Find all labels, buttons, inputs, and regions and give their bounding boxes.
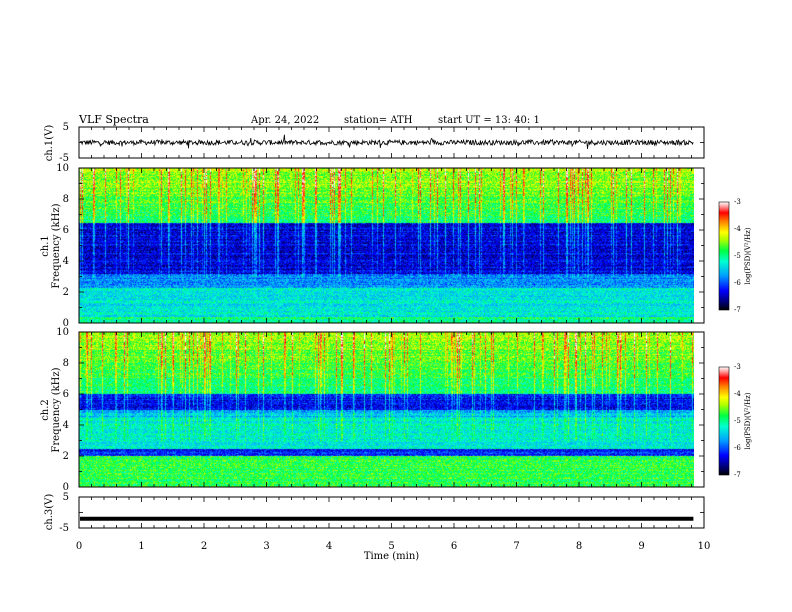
spec2-ylabel: Frequency (kHz) — [51, 367, 62, 452]
ch2-spectrogram-image — [79, 332, 694, 487]
axis-ticks — [78, 126, 705, 529]
xtick-0: 0 — [76, 541, 82, 552]
xtick-6: 6 — [451, 541, 457, 552]
xtick-9: 9 — [638, 541, 644, 552]
spec2-channel-label: ch.2 — [40, 399, 51, 421]
xtick-8: 8 — [576, 541, 582, 552]
spec1-ylabel: Frequency (kHz) — [51, 203, 62, 288]
colorbar-2-tick-m4: -4 — [734, 390, 741, 398]
ch3-ytick-bottom: -5 — [59, 523, 69, 534]
figure-title: VLF Spectra — [78, 113, 149, 126]
station-label: station= ATH — [344, 115, 413, 126]
ch3-waveform-ylabel: ch.3(V) — [44, 494, 55, 531]
spec1-ytick-4: 4 — [63, 256, 69, 267]
xtick-7: 7 — [513, 541, 519, 552]
colorbar-2-label: log(PSD)(V²/Hz) — [744, 392, 752, 449]
ch1-ytick-bottom: -5 — [59, 153, 69, 164]
colorbar-1-tick-m6: -6 — [734, 279, 741, 287]
spec1-channel-label: ch.1 — [40, 235, 51, 257]
xtick-5: 5 — [388, 541, 394, 552]
spec1-ytick-8: 8 — [63, 194, 69, 205]
date-label: Apr. 24, 2022 — [250, 115, 319, 126]
spec2-ytick-10: 10 — [56, 327, 69, 338]
spec2-ytick-0: 0 — [63, 482, 69, 493]
colorbar-2-tick-m3: -3 — [734, 363, 741, 371]
x-axis-label: Time (min) — [364, 551, 419, 562]
spec1-ytick-2: 2 — [63, 287, 69, 298]
colorbar-2 — [718, 366, 730, 476]
ch1-waveform-ylabel: ch.1(V) — [44, 125, 55, 162]
xtick-4: 4 — [326, 541, 332, 552]
colorbar-1 — [718, 201, 730, 311]
colorbar-1-tick-m4: -4 — [734, 225, 741, 233]
ch3-ytick-top: 5 — [63, 492, 69, 503]
xtick-1: 1 — [138, 541, 144, 552]
colorbar-1-tick-m3: -3 — [734, 198, 741, 206]
start-time-label: start UT = 13: 40: 1 — [438, 115, 540, 126]
colorbar-1-label: log(PSD)(V²/Hz) — [744, 227, 752, 284]
ch1-ytick-top: 5 — [63, 122, 69, 133]
spec2-ytick-4: 4 — [63, 420, 69, 431]
spec1-ytick-6: 6 — [63, 225, 69, 236]
xtick-3: 3 — [263, 541, 269, 552]
spec1-ytick-0: 0 — [63, 318, 69, 329]
colorbar-2-tick-m7: -7 — [734, 471, 741, 479]
colorbar-2-tick-m5: -5 — [734, 417, 741, 425]
spec2-ytick-8: 8 — [63, 358, 69, 369]
ch1-waveform-line — [79, 134, 694, 149]
spec2-ytick-2: 2 — [63, 451, 69, 462]
xtick-2: 2 — [201, 541, 207, 552]
colorbar-1-tick-m5: -5 — [734, 252, 741, 260]
colorbar-2-tick-m6: -6 — [734, 444, 741, 452]
xtick-10: 10 — [698, 541, 711, 552]
colorbar-1-tick-m7: -7 — [734, 306, 741, 314]
ch1-spectrogram-image — [79, 168, 694, 323]
spec2-ytick-6: 6 — [63, 389, 69, 400]
spec1-ytick-10: 10 — [56, 163, 69, 174]
